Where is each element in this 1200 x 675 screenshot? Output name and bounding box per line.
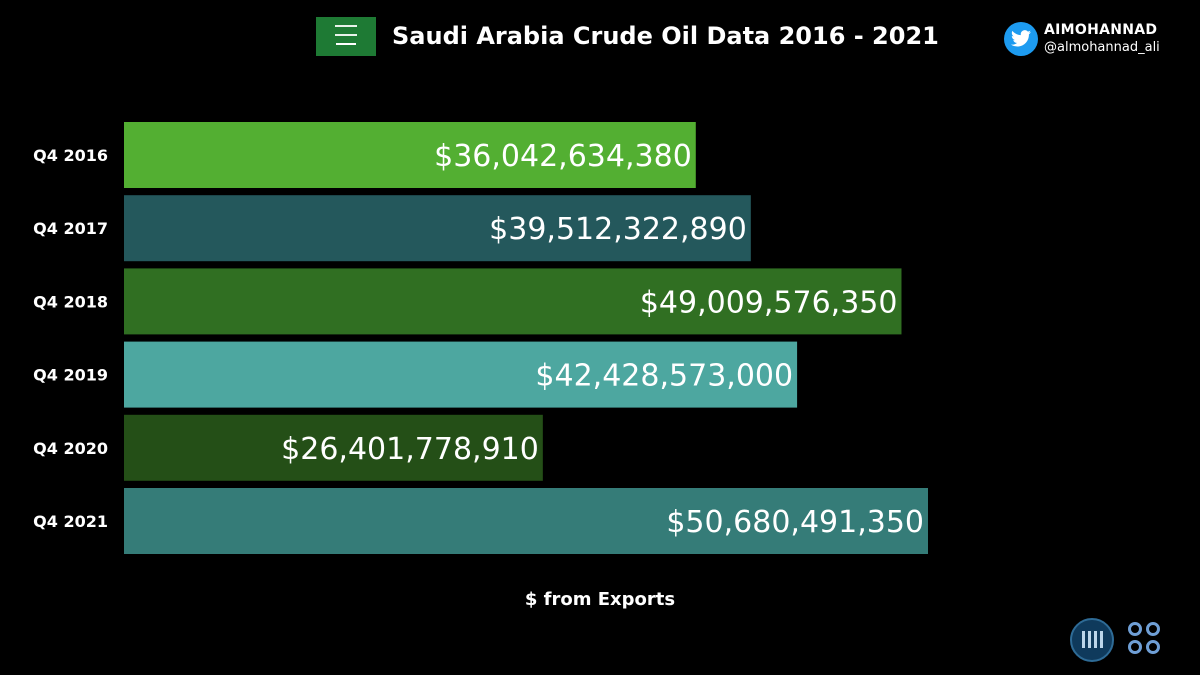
bar-value-label: $39,512,322,890 — [489, 212, 747, 247]
bar-q4-2016 — [124, 122, 696, 188]
y-tick-label: Q4 2016 — [33, 146, 108, 165]
opec-logo-icon — [1128, 622, 1162, 656]
flag-sword-mark — [336, 43, 356, 45]
brand-badge[interactable]: AIMOHANNAD @almohannad_ali — [1004, 20, 1194, 64]
x-axis-label: $ from Exports — [524, 589, 676, 610]
bar-value-label: $50,680,491,350 — [666, 505, 924, 540]
y-tick-label: Q4 2020 — [33, 439, 108, 458]
y-tick-label: Q4 2019 — [33, 366, 108, 385]
brand-handle: @almohannad_ali — [1044, 40, 1160, 55]
bar-q4-2019 — [124, 341, 798, 408]
chart-title: Saudi Arabia Crude Oil Data 2016 - 2021 — [392, 22, 939, 50]
y-tick-label: Q4 2021 — [33, 512, 108, 531]
y-tick-label: Q4 2018 — [33, 292, 108, 311]
twitter-bird-icon — [1004, 22, 1038, 56]
bar-chart: Q4 2016 $36,042,634,380 Q4 2017 $39,512,322… — [33, 122, 928, 554]
y-tick-label: Q4 2017 — [33, 219, 108, 238]
flag-script-mark — [335, 25, 357, 36]
bar-value-label: $49,009,576,350 — [640, 285, 898, 320]
bar-q4-2018 — [124, 268, 902, 335]
header: Saudi Arabia Crude Oil Data 2016 - 2021 … — [0, 14, 1200, 60]
bar-value-label: $36,042,634,380 — [434, 139, 692, 174]
bar-q4-2017 — [124, 195, 751, 262]
bar-q4-2020 — [124, 414, 543, 481]
gastat-logo-icon — [1070, 618, 1114, 662]
source-logos — [1070, 618, 1195, 662]
bar-value-label: $42,428,573,000 — [535, 359, 793, 394]
bar-q4-2021 — [124, 488, 928, 554]
brand-name: AIMOHANNAD — [1044, 22, 1158, 38]
bar-value-label: $26,401,778,910 — [281, 432, 539, 467]
saudi-flag-icon — [316, 17, 376, 56]
